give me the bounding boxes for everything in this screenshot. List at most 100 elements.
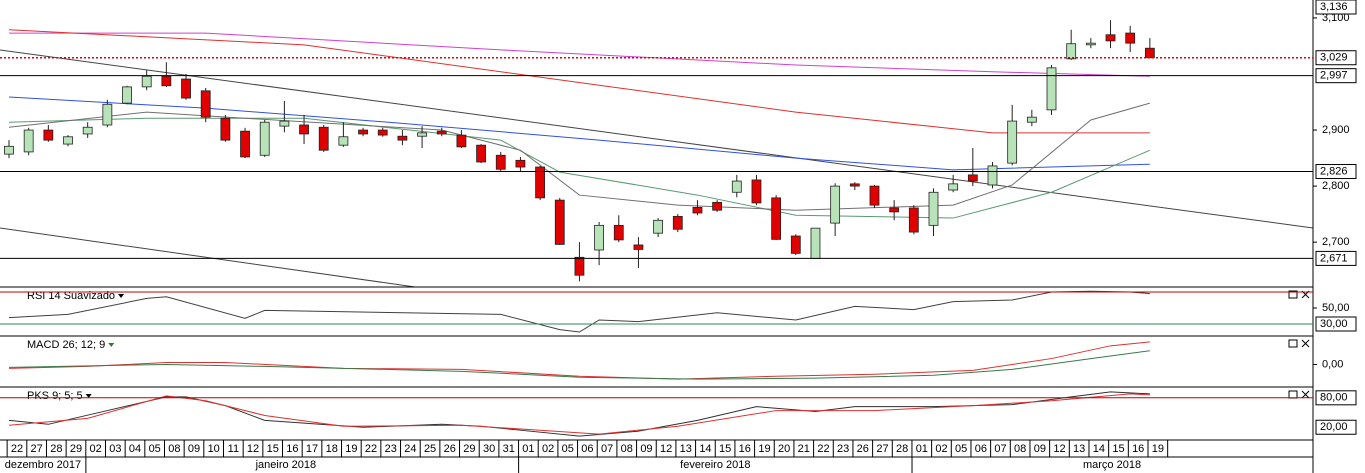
candle-body	[830, 185, 841, 224]
x-tick-label: 25	[424, 443, 436, 455]
candle-body	[594, 224, 604, 251]
x-tick-label: 29	[70, 443, 82, 455]
candle-body	[476, 144, 486, 163]
candle-body	[613, 224, 624, 241]
x-tick-label: 05	[149, 443, 161, 455]
level-label: 2,997	[1320, 70, 1348, 82]
x-tick-label: 19	[758, 443, 770, 455]
x-tick-label: 15	[719, 443, 731, 455]
x-tick-label: 17	[306, 443, 318, 455]
panel-menu-arrow	[118, 294, 125, 298]
level-label-box	[1315, 164, 1357, 180]
candle-body	[751, 179, 762, 204]
level-label-box	[1315, 419, 1357, 435]
level-label-box	[1315, 250, 1357, 266]
x-tick-label: 28	[50, 443, 62, 455]
candle-body	[377, 129, 388, 136]
candle-body	[1066, 43, 1077, 60]
candle-body	[692, 207, 703, 214]
x-tick-label: 22	[817, 443, 829, 455]
candle-body	[810, 227, 821, 259]
candle-body	[240, 130, 250, 158]
indicator-line	[8, 350, 1150, 380]
x-tick-label: 12	[1053, 443, 1065, 455]
candle-body	[102, 103, 113, 126]
trend-line	[0, 227, 416, 288]
x-tick-label: 27	[876, 443, 888, 455]
x-tick-label: 11	[228, 443, 239, 455]
panel-title: RSI 14 Suavizado	[27, 290, 115, 302]
x-tick-label: 16	[1132, 443, 1144, 455]
x-tick-label: 24	[404, 443, 416, 455]
candle-body	[653, 219, 664, 234]
panel-close	[1301, 390, 1310, 399]
x-tick-label: 22	[11, 443, 23, 455]
candle-body	[712, 201, 723, 211]
y-tick-label: 50,00	[1322, 302, 1350, 314]
candle-body	[967, 174, 978, 182]
candle-body	[23, 129, 34, 153]
candle-body	[1046, 67, 1057, 111]
x-tick-label: 27	[31, 443, 43, 455]
x-tick-label: 01	[916, 443, 928, 455]
candle-body	[181, 78, 191, 99]
candle-body	[141, 75, 152, 88]
candle-body	[417, 132, 427, 137]
candle-body	[849, 183, 860, 187]
candle-body	[987, 165, 998, 186]
x-tick-label: 03	[109, 443, 121, 455]
candle-body	[161, 75, 172, 87]
candle-body	[731, 180, 742, 193]
panel-menu-arrow	[108, 343, 115, 347]
x-tick-label: 06	[975, 443, 987, 455]
x-tick-label: 16	[739, 443, 751, 455]
x-tick-label: 02	[90, 443, 102, 455]
x-tick-label: 19	[1152, 443, 1164, 455]
y-tick-label: 2,900	[1322, 124, 1350, 136]
panel-maximize	[1288, 339, 1298, 348]
y-tick-label: 3,100	[1322, 12, 1350, 24]
x-tick-label: 29	[463, 443, 475, 455]
level-label: 20,00	[1320, 421, 1348, 433]
level-label: 2,671	[1320, 252, 1348, 264]
candle-body	[358, 129, 368, 135]
candle-body	[279, 120, 290, 127]
x-tick-label: 14	[1093, 443, 1105, 455]
candle-body	[1125, 32, 1136, 44]
candle-body	[318, 126, 329, 151]
x-tick-label: 28	[896, 443, 908, 455]
level-label-box	[1315, 68, 1357, 84]
x-tick-label: 08	[621, 443, 633, 455]
panel-menu-arrow	[85, 394, 92, 398]
indicator-line	[8, 102, 1150, 211]
level-label-box	[1315, 390, 1357, 406]
candle-body	[1085, 42, 1096, 46]
candle-body	[338, 136, 349, 146]
month-label: janeiro 2018	[255, 459, 317, 471]
candle-body	[82, 126, 93, 135]
x-tick-label: 05	[562, 443, 574, 455]
level-label: 3,136	[1320, 1, 1348, 13]
x-tick-label: 10	[208, 443, 220, 455]
candle-body	[1144, 47, 1155, 59]
x-tick-label: 09	[1034, 443, 1046, 455]
x-tick-label: 15	[267, 443, 279, 455]
candle-body	[790, 235, 801, 254]
level-label: 30,00	[1320, 318, 1348, 330]
indicator-line	[8, 29, 1150, 134]
candle-body	[535, 166, 545, 199]
y-tick-label: 2,800	[1322, 180, 1350, 192]
month-label: fevereiro 2018	[680, 459, 750, 471]
panel-title: PKS 9; 5; 5	[27, 390, 83, 402]
x-tick-label: 13	[1073, 443, 1085, 455]
x-tick-label: 05	[955, 443, 967, 455]
x-tick-label: 07	[994, 443, 1006, 455]
candle-body	[869, 185, 880, 206]
candle-body	[1007, 120, 1018, 164]
x-tick-label: 30	[483, 443, 495, 455]
y-tick-label: 0,00	[1322, 358, 1343, 370]
candle-body	[63, 136, 73, 145]
x-tick-label: 23	[837, 443, 849, 455]
